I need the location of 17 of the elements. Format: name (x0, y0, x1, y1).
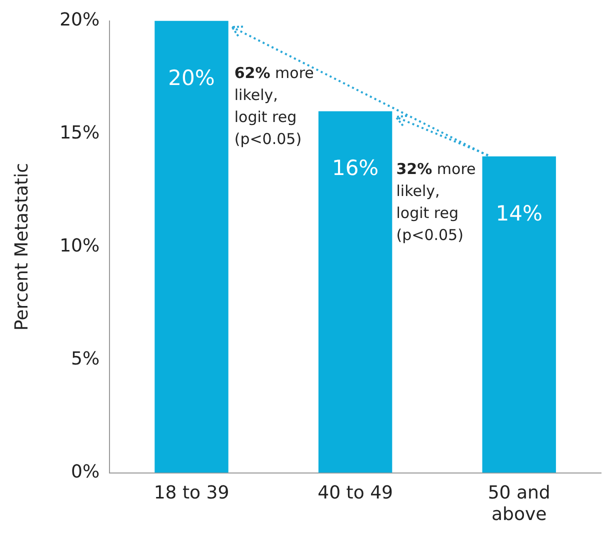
x-tick-label: 40 to 49 (318, 482, 393, 504)
annotation: 32% more likely, logit reg (p<0.05) (396, 160, 476, 244)
x-tick-label: 50 and above (488, 482, 550, 525)
annotation: 62% more likely, logit reg (p<0.05) (234, 64, 314, 148)
bar (318, 111, 392, 473)
y-axis-title: Percent Metastatic (11, 163, 32, 331)
data-label: 14% (496, 201, 542, 226)
x-tick-label: 18 to 39 (154, 482, 230, 504)
y-tick-label: 20% (60, 9, 100, 30)
bar (154, 20, 228, 473)
y-tick-label: 15% (60, 122, 100, 144)
y-tick-label: 0% (71, 461, 100, 482)
data-label: 20% (168, 66, 215, 90)
bar (482, 156, 556, 473)
data-label: 16% (332, 156, 379, 180)
y-tick-label: 5% (71, 348, 100, 370)
y-tick-label: 10% (60, 235, 100, 256)
